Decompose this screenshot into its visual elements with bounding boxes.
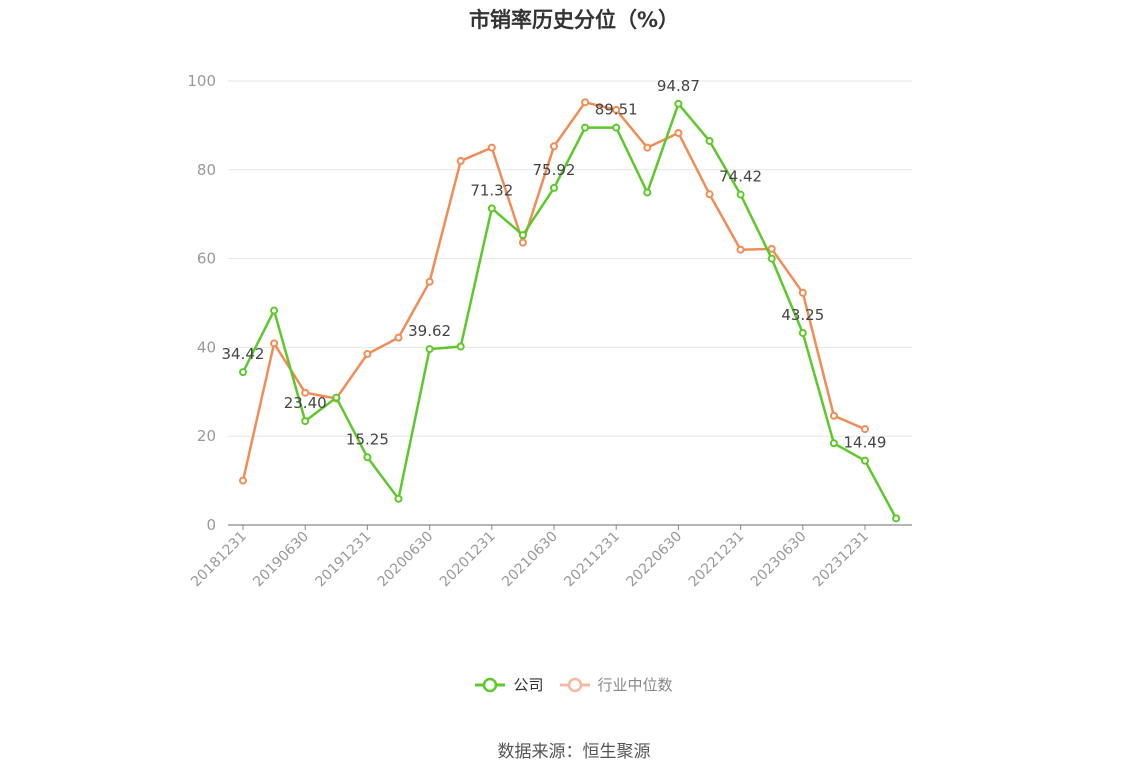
- x-tick-label: 20201231: [437, 529, 499, 591]
- data-point-industry: [643, 143, 652, 152]
- data-point-company: [643, 188, 652, 197]
- y-tick-label: 20: [197, 427, 216, 445]
- data-point-industry: [767, 244, 776, 253]
- data-label: 14.49: [844, 434, 887, 452]
- legend-company-label: 公司: [513, 676, 544, 694]
- data-point-industry: [456, 156, 465, 165]
- data-point-industry: [301, 388, 310, 397]
- label-layer: 34.42 23.40 15.25 39.62 71.32 75.92 89.51 94.87…: [222, 77, 887, 452]
- data-point-company: [332, 393, 341, 402]
- data-label: 89.51: [595, 101, 638, 119]
- data-point-company: [301, 417, 310, 426]
- data-point-industry: [425, 277, 434, 286]
- y-tick-label: 100: [187, 72, 216, 90]
- data-point-industry: [239, 476, 247, 485]
- data-point-industry: [518, 238, 527, 247]
- data-point-industry: [270, 339, 279, 348]
- data-point-industry: [363, 350, 372, 359]
- data-point-company: [487, 204, 496, 213]
- data-point-industry: [487, 143, 496, 152]
- data-point-company: [518, 231, 527, 240]
- legend-company-marker-icon: [475, 677, 506, 692]
- legend-industry-label: 行业中位数: [597, 676, 673, 694]
- legend-item-industry[interactable]: 行业中位数: [559, 674, 673, 695]
- series-layer: [239, 98, 901, 523]
- data-point-industry: [612, 105, 621, 114]
- legend-industry-marker-icon: [559, 677, 590, 692]
- y-tick-label: 40: [197, 338, 216, 356]
- data-label: 23.40: [284, 394, 327, 412]
- x-tick-label: 20190630: [250, 529, 312, 591]
- data-point-company: [270, 306, 279, 315]
- legend-item-company[interactable]: 公司: [475, 674, 544, 695]
- data-point-industry: [674, 128, 683, 137]
- data-point-company: [829, 439, 838, 448]
- chart-title: 市销率历史分位（%）: [468, 8, 680, 32]
- data-label: 74.42: [719, 168, 762, 186]
- data-label: 94.87: [657, 77, 700, 95]
- data-point-company: [394, 494, 403, 503]
- y-tick-label: 80: [197, 161, 216, 179]
- data-point-company: [550, 183, 558, 192]
- data-point-industry: [829, 411, 838, 420]
- y-tick-label: 0: [206, 516, 216, 534]
- data-point-company: [363, 453, 372, 462]
- grid-layer: [228, 80, 912, 437]
- legend: 公司 行业中位数: [0, 674, 1148, 695]
- x-tick-label: 20210630: [499, 529, 561, 591]
- data-point-company: [239, 368, 247, 377]
- data-point-company: [456, 342, 465, 351]
- data-label: 34.42: [222, 345, 265, 363]
- data-label: 75.92: [533, 161, 576, 179]
- x-tick-label: 20221231: [686, 529, 748, 591]
- x-tick-label: 20230630: [748, 529, 810, 591]
- data-point-industry: [798, 288, 807, 297]
- data-point-industry: [736, 245, 745, 254]
- y-tick-label: 60: [197, 250, 216, 268]
- data-label: 71.32: [470, 181, 513, 199]
- data-point-company: [861, 456, 869, 465]
- x-tick-label: 20200630: [375, 529, 437, 591]
- data-label: 15.25: [346, 430, 389, 448]
- data-point-company: [798, 328, 807, 337]
- data-point-company: [767, 254, 776, 263]
- data-point-company: [705, 136, 714, 145]
- x-tick-label: 20211231: [561, 529, 623, 591]
- series-line-company: [241, 102, 898, 519]
- x-tick-label: 20231231: [810, 529, 872, 591]
- data-point-industry: [550, 142, 558, 151]
- x-tick-label: 20191231: [313, 529, 375, 591]
- series-line-industry: [241, 101, 866, 481]
- x-tick-label: 20181231: [188, 529, 250, 591]
- data-point-industry: [861, 425, 869, 434]
- data-point-company: [581, 123, 590, 132]
- data-point-company: [736, 190, 745, 199]
- data-label: 43.25: [781, 306, 824, 324]
- data-point-industry: [705, 190, 714, 199]
- data-point-industry: [394, 333, 403, 342]
- data-point-company: [892, 514, 901, 523]
- x-tick-label: 20220630: [624, 529, 686, 591]
- data-point-company: [425, 345, 434, 354]
- data-point-company: [612, 123, 621, 132]
- data-point-industry: [581, 98, 590, 107]
- data-label: 39.62: [408, 322, 451, 340]
- data-point-company: [674, 99, 683, 108]
- data-source: 数据来源：恒生聚源: [497, 742, 651, 762]
